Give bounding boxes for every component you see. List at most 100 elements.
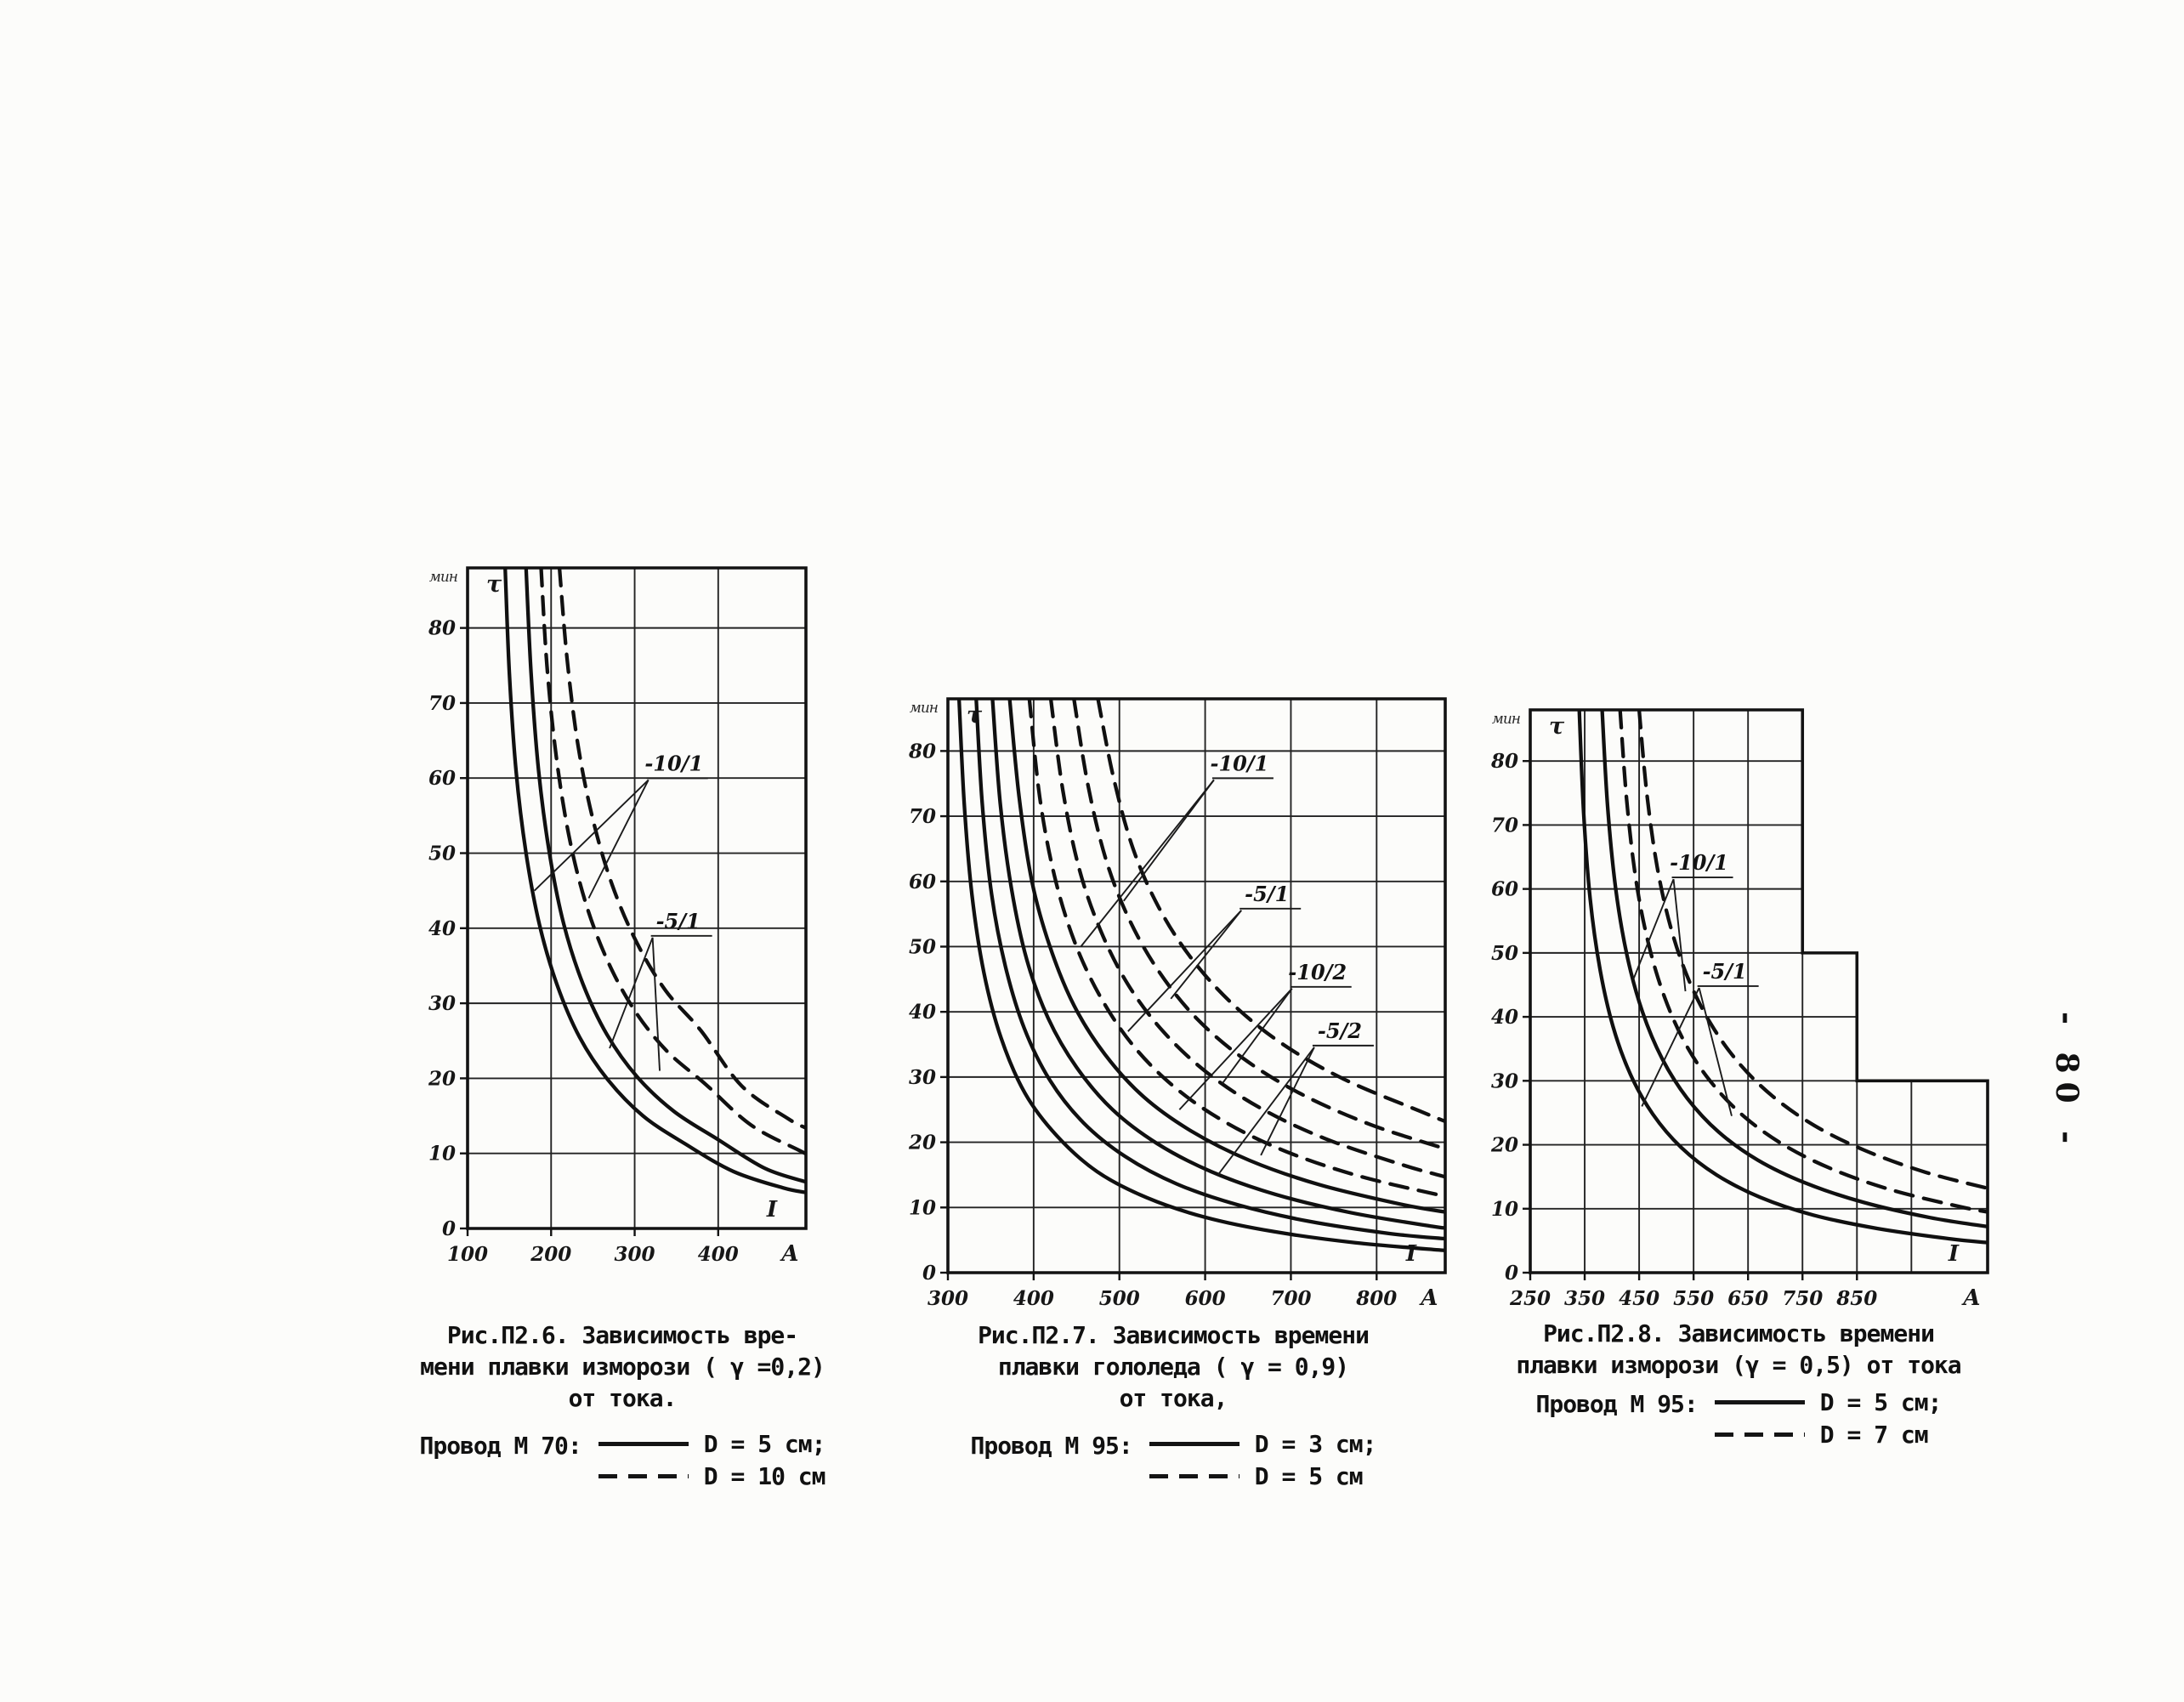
grid: [1530, 710, 1988, 1273]
curve--52D3: [1007, 699, 1445, 1214]
x-tick-label: 650: [1727, 1287, 1768, 1310]
y-tick-label: 20: [1490, 1134, 1518, 1157]
curve-label: -5/1: [1245, 882, 1289, 906]
plot-border: [466, 566, 808, 1230]
caption-line: мени плавки изморози ( γ =0,2): [420, 1353, 825, 1381]
y-tick-label: 10: [909, 1196, 936, 1219]
legend-row: D = 5 см;: [1714, 1386, 1942, 1418]
caption-line: от тока,: [1119, 1384, 1228, 1412]
curve--51D5: [524, 568, 806, 1184]
legend-row: D = 7 см: [1714, 1418, 1942, 1450]
x-tick-label: 400: [698, 1243, 739, 1266]
curve-label: -5/1: [1703, 959, 1747, 984]
plot-border: [946, 697, 1447, 1274]
legend-row: D = 5 см: [1149, 1460, 1376, 1492]
leader-line: [1170, 910, 1242, 1000]
leader-line: [1698, 987, 1733, 1116]
chart-fig-p2-6: 100 200 300 400 0 10 20 30 40 50 60 70 80 мин τ IА -10/1…: [428, 566, 808, 1267]
y-tick-label: 80: [428, 617, 456, 640]
curve--101D10: [539, 568, 806, 1155]
leader-line: [1217, 1047, 1315, 1176]
curve--101D5: [1600, 710, 1988, 1228]
curves: [956, 699, 1445, 1253]
x-tick-label: 200: [530, 1243, 571, 1266]
legend-entry-label: D = 7 см: [1819, 1420, 1929, 1449]
leader-line: [1178, 988, 1293, 1110]
curve--101D3: [956, 699, 1445, 1253]
curves: [503, 568, 806, 1194]
x-tick-label: 600: [1185, 1287, 1226, 1310]
x-tick-label: 850: [1835, 1287, 1877, 1310]
x-tick-label: 300: [927, 1287, 968, 1310]
curve-label: -10/1: [644, 751, 703, 775]
y-tick-label: 60: [1491, 878, 1518, 901]
leader-line: [651, 937, 661, 1071]
curve--102D3: [990, 699, 1445, 1230]
y-axis-unit: мин: [429, 569, 457, 586]
y-tick-label: 30: [1491, 1069, 1518, 1092]
x-tick-label: 100: [447, 1243, 488, 1266]
y-axis-symbol: τ: [486, 571, 502, 598]
x-tick-label: 400: [1013, 1287, 1054, 1310]
y-axis-unit: мин: [1492, 711, 1520, 728]
caption-line: от тока.: [568, 1384, 678, 1412]
legend-row: D = 3 см;: [1149, 1427, 1376, 1460]
leader-line: [1632, 878, 1675, 979]
curve--51D5: [1048, 699, 1445, 1179]
leader-line: [533, 779, 650, 892]
curve--51D3: [974, 699, 1445, 1241]
y-axis-symbol: τ: [1549, 713, 1565, 740]
dashed-line-sample: [1714, 1432, 1805, 1437]
x-axis-symbol: I: [766, 1197, 778, 1223]
solid-line-sample: [1149, 1441, 1239, 1446]
curve-label: -5/2: [1318, 1018, 1362, 1043]
chart-fig-p2-8: 250 350 450 550 650 750 850 0 10 20 30 40 50 60 70 80 ми…: [1490, 708, 1989, 1311]
legend-fig-p2-7: Провод М 95: D = 3 см; D = 5 см: [922, 1427, 1424, 1492]
x-tick-label: 800: [1355, 1287, 1397, 1310]
solid-line-sample: [1714, 1399, 1805, 1404]
curve-label: -10/1: [1211, 751, 1269, 775]
leader-line: [1080, 779, 1215, 948]
leader-line: [1127, 910, 1242, 1032]
curve--101D5: [503, 568, 806, 1194]
leader-line: [609, 937, 654, 1049]
y-tick-label: 0: [1505, 1262, 1518, 1285]
y-tick-label: 40: [1491, 1006, 1518, 1029]
legend-entry-label: D = 5 см: [1254, 1461, 1364, 1490]
y-tick-label: 20: [428, 1067, 456, 1090]
legend-row: D = 5 см;: [598, 1427, 825, 1460]
curve--51D5: [1577, 710, 1988, 1245]
caption-line: Рис.П2.8. Зависимость времени: [1543, 1319, 1935, 1347]
x-axis-unit: А: [780, 1241, 799, 1267]
wire-label: Провод М 70:: [419, 1432, 581, 1460]
dashed-line-sample: [598, 1473, 689, 1478]
y-tick-label: 50: [1491, 942, 1518, 965]
curve-label: -10/2: [1288, 960, 1347, 984]
curve--51D7: [1618, 710, 1988, 1214]
y-axis-symbol: τ: [967, 702, 983, 729]
caption-fig-p2-7: Рис.П2.7. Зависимость времени плавки гол…: [922, 1319, 1424, 1492]
x-tick-label: 250: [1509, 1287, 1551, 1310]
y-tick-label: 80: [1490, 750, 1518, 773]
x-axis-unit: А: [1961, 1285, 1981, 1311]
y-tick-label: 10: [1491, 1198, 1518, 1221]
legend-entry-label: D = 3 см;: [1254, 1429, 1377, 1458]
leader-line: [1123, 779, 1215, 902]
curve-label: -5/1: [656, 909, 701, 933]
wire-label: Провод М 95:: [1535, 1390, 1698, 1418]
y-tick-label: 70: [1491, 814, 1518, 837]
x-tick-label: 550: [1673, 1287, 1714, 1310]
chart-fig-p2-7: 300 400 500 600 700 800 0 10 20 30 40 50 60 70 80 мин τ I…: [908, 697, 1447, 1311]
caption-fig-p2-6: Рис.П2.6. Зависимость вре- мени плавки и…: [393, 1319, 852, 1492]
leader-line: [587, 779, 650, 899]
leader-line: [1221, 988, 1293, 1085]
leader-line: [1641, 987, 1700, 1107]
page-number: - 80 -: [2049, 1012, 2085, 1153]
plot-border: [1529, 708, 1989, 1274]
curve--102D5: [1072, 699, 1445, 1151]
y-tick-label: 50: [909, 935, 936, 958]
y-tick-label: 0: [922, 1262, 936, 1285]
dashed-line-sample: [1149, 1473, 1239, 1478]
curve--101D5: [1027, 699, 1445, 1199]
y-tick-label: 20: [908, 1132, 936, 1155]
